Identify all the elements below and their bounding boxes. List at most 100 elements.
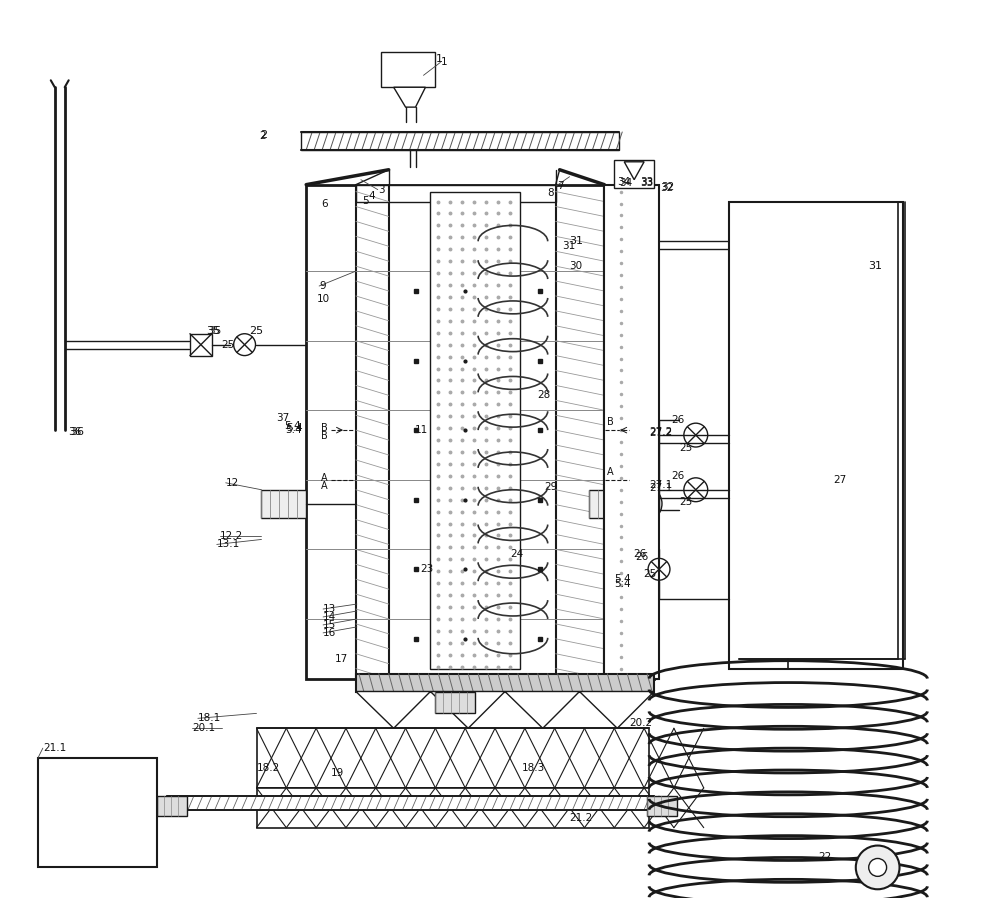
Text: 35: 35 — [206, 326, 220, 336]
Text: 31: 31 — [570, 236, 584, 246]
Text: 27.2: 27.2 — [649, 428, 672, 438]
Bar — [589, 490, 634, 517]
Bar — [430, 192, 520, 669]
Bar — [257, 728, 649, 787]
Bar — [381, 52, 435, 87]
Text: 14: 14 — [323, 612, 336, 622]
Text: 5: 5 — [362, 196, 368, 205]
Text: 13: 13 — [323, 604, 336, 614]
Text: 32: 32 — [661, 182, 674, 192]
Text: 11: 11 — [415, 425, 428, 435]
Text: 26: 26 — [635, 552, 648, 562]
Circle shape — [626, 486, 662, 522]
Text: 35: 35 — [208, 326, 221, 336]
Text: B: B — [607, 417, 614, 427]
Text: 25: 25 — [679, 496, 692, 506]
Text: 2: 2 — [260, 130, 268, 140]
Text: 4: 4 — [369, 191, 375, 201]
Polygon shape — [505, 691, 580, 728]
Text: 21.2: 21.2 — [570, 813, 593, 823]
Text: A: A — [607, 467, 614, 477]
Text: 30: 30 — [570, 261, 583, 271]
Text: 33: 33 — [640, 177, 653, 187]
Text: 19: 19 — [331, 768, 344, 778]
Text: 27.1: 27.1 — [649, 480, 672, 490]
Text: 12.2: 12.2 — [220, 532, 243, 542]
Circle shape — [869, 859, 887, 877]
Bar — [356, 185, 556, 202]
Bar — [604, 185, 659, 678]
Text: 10: 10 — [317, 294, 330, 304]
Polygon shape — [624, 162, 644, 179]
Text: 36: 36 — [71, 427, 85, 437]
Text: 32: 32 — [660, 183, 673, 193]
Text: 25: 25 — [250, 326, 264, 336]
Bar — [435, 691, 475, 714]
Text: 5.4: 5.4 — [614, 574, 631, 584]
Polygon shape — [356, 691, 430, 728]
Text: 27: 27 — [833, 475, 846, 485]
Text: 18.3: 18.3 — [522, 763, 545, 773]
Text: 26: 26 — [633, 550, 646, 560]
Text: 22: 22 — [818, 852, 831, 862]
Text: A: A — [321, 481, 328, 491]
Bar — [167, 796, 654, 810]
Bar — [38, 758, 157, 868]
Text: 18.2: 18.2 — [257, 763, 280, 773]
Text: 17: 17 — [335, 654, 348, 664]
Polygon shape — [394, 87, 425, 107]
Text: 27.2: 27.2 — [649, 427, 672, 437]
Text: 23: 23 — [420, 564, 434, 574]
Bar — [257, 787, 649, 828]
Text: 1: 1 — [440, 58, 447, 68]
Bar — [356, 674, 654, 691]
Text: 3: 3 — [378, 185, 384, 195]
Text: 25: 25 — [679, 443, 692, 453]
Text: 21.1: 21.1 — [43, 743, 66, 753]
Polygon shape — [580, 691, 654, 728]
Text: 31: 31 — [868, 261, 882, 271]
Text: 12: 12 — [226, 478, 239, 487]
Text: 20.2: 20.2 — [629, 718, 652, 728]
Text: 8: 8 — [548, 187, 554, 197]
Text: 25: 25 — [643, 569, 656, 579]
Text: 34: 34 — [619, 177, 633, 187]
Bar — [647, 796, 677, 815]
Bar — [157, 796, 187, 815]
Text: 24: 24 — [510, 550, 523, 560]
Bar — [261, 490, 306, 517]
Text: 27.1: 27.1 — [649, 483, 672, 493]
Bar — [614, 159, 654, 187]
Text: 26: 26 — [671, 471, 684, 481]
Text: 34: 34 — [617, 177, 631, 187]
Text: 5.4: 5.4 — [285, 425, 302, 435]
Text: 15: 15 — [323, 620, 336, 630]
Polygon shape — [430, 691, 505, 728]
Text: 1: 1 — [435, 54, 442, 65]
Text: 37: 37 — [276, 414, 290, 423]
Text: 36: 36 — [68, 427, 81, 437]
Text: 26: 26 — [671, 415, 684, 425]
Text: 2: 2 — [259, 131, 266, 141]
Bar — [306, 185, 654, 678]
Text: B: B — [321, 423, 328, 433]
Bar — [729, 202, 903, 669]
Text: 20.1: 20.1 — [192, 724, 215, 733]
Bar — [301, 132, 619, 150]
Text: 5.4: 5.4 — [614, 579, 631, 589]
Text: 7: 7 — [557, 180, 563, 191]
Text: 13.1: 13.1 — [217, 540, 240, 550]
Bar — [190, 333, 212, 356]
Text: 9: 9 — [319, 281, 326, 291]
Circle shape — [637, 496, 651, 511]
Text: 18.1: 18.1 — [198, 714, 221, 724]
Text: 16: 16 — [323, 628, 336, 638]
Text: 28: 28 — [537, 390, 550, 400]
Text: B: B — [321, 431, 328, 441]
Text: A: A — [321, 473, 328, 483]
Text: 5.4: 5.4 — [284, 421, 301, 432]
Text: 5.4: 5.4 — [286, 423, 303, 433]
Text: 31: 31 — [563, 241, 576, 251]
Text: 33: 33 — [640, 177, 653, 187]
Text: 29: 29 — [545, 482, 558, 492]
